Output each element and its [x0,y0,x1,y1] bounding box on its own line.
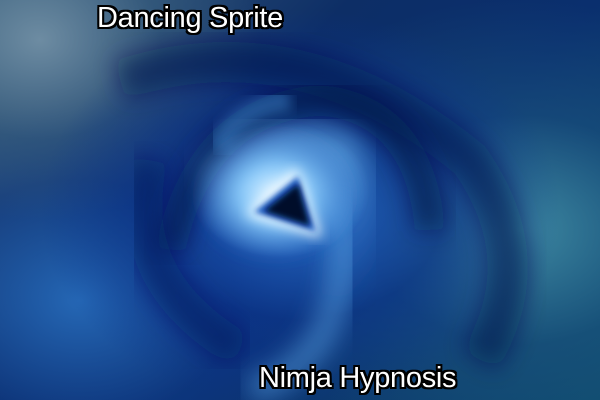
triangle-center-icon [264,184,310,226]
artist-name: Nimja Hypnosis [259,362,457,394]
track-title: Dancing Sprite [97,2,284,34]
dark-swirl-band [126,155,250,366]
dark-swirl-band [113,42,528,371]
